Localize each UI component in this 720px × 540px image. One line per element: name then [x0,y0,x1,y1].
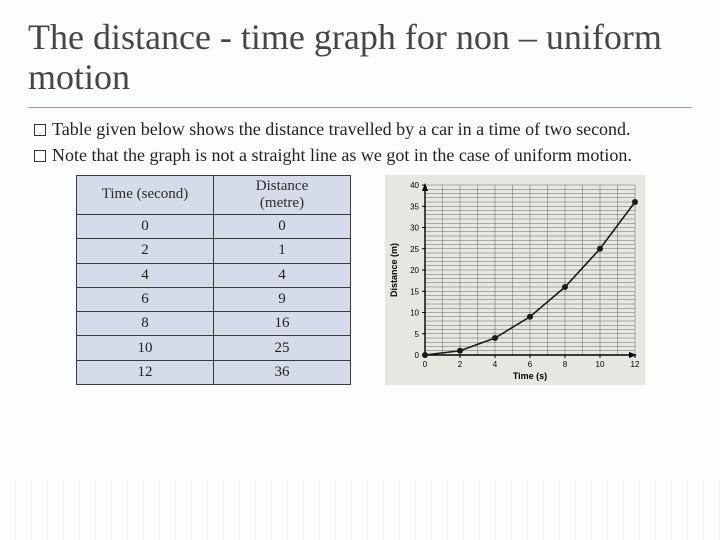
table-cell: 4 [214,263,351,287]
bullet-item: Note that the graph is not a straight li… [34,144,692,167]
bullet-item: Table given below shows the distance tra… [34,118,692,141]
col-label: Distance (metre) [256,178,308,211]
bullet-text: Note that the graph is not a straight li… [52,145,632,165]
table-cell: 16 [214,312,351,336]
table-header-distance: Distance (metre) [214,175,351,214]
bullet-box-icon [34,150,46,162]
svg-text:5: 5 [415,330,420,339]
table-row: 44 [77,263,351,287]
svg-text:10: 10 [596,360,605,369]
svg-text:25: 25 [410,245,419,254]
data-table: Time (second) Distance (metre) 002144698… [76,175,351,385]
table-cell: 2 [77,239,214,263]
table-row: 1025 [77,336,351,360]
table-cell: 9 [214,287,351,311]
svg-text:20: 20 [410,266,419,275]
col-label: Time (second) [102,186,189,202]
bullet-list: Table given below shows the distance tra… [34,118,692,167]
table-row: 69 [77,287,351,311]
svg-text:Distance (m): Distance (m) [389,243,399,297]
table-row: 816 [77,312,351,336]
svg-text:30: 30 [410,223,419,232]
table-cell: 0 [77,214,214,238]
page-title: The distance - time graph for non – unif… [28,18,692,103]
table-row: 21 [77,239,351,263]
svg-text:15: 15 [410,287,419,296]
table-cell: 1 [214,239,351,263]
svg-text:12: 12 [631,360,640,369]
svg-text:2: 2 [458,360,463,369]
table-cell: 4 [77,263,214,287]
title-underline [28,107,692,108]
table-cell: 12 [77,360,214,384]
table-cell: 36 [214,360,351,384]
svg-text:35: 35 [410,202,419,211]
svg-text:Time (s): Time (s) [513,371,547,381]
svg-text:10: 10 [410,308,419,317]
table-cell: 0 [214,214,351,238]
table-row: 00 [77,214,351,238]
table-cell: 8 [77,312,214,336]
svg-text:4: 4 [493,360,498,369]
svg-text:0: 0 [415,351,420,360]
distance-time-chart: 0 2 4 6 8 10 12 0 5 10 15 20 25 30 35 40 Time (s) Distanc… [385,175,645,385]
table-row: 1236 [77,360,351,384]
bullet-text: Table given below shows the distance tra… [52,119,631,139]
svg-text:40: 40 [410,181,419,190]
table-cell: 10 [77,336,214,360]
bullet-box-icon [34,124,46,136]
svg-text:8: 8 [563,360,568,369]
table-header-time: Time (second) [77,175,214,214]
svg-text:0: 0 [423,360,428,369]
table-cell: 6 [77,287,214,311]
svg-text:6: 6 [528,360,533,369]
table-cell: 25 [214,336,351,360]
